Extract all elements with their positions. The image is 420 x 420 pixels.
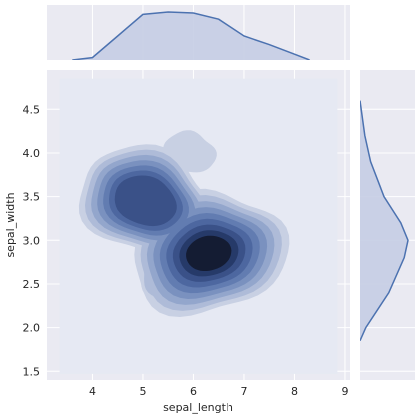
- watermark-text: https://blog.csdn.net/BTZywl: [226, 400, 413, 415]
- y-tick-label: 2.5: [23, 278, 41, 291]
- x-tick-label: 4: [89, 385, 96, 398]
- y-tick-label: 1.5: [23, 365, 41, 378]
- marginal-x-fill: [72, 12, 310, 60]
- y-axis-label: sepal_width: [4, 192, 17, 257]
- x-tick-label: 8: [291, 385, 298, 398]
- kde-level-9: [186, 235, 232, 271]
- y-tick-label: 3.5: [23, 191, 41, 204]
- y-tick-label: 4.5: [23, 103, 41, 116]
- x-tick-label: 7: [240, 385, 247, 398]
- x-tick-label: 5: [139, 385, 146, 398]
- kde-level-7: [114, 175, 177, 227]
- marginal-y-kde: [360, 100, 409, 342]
- x-axis-label: sepal_length: [163, 401, 233, 414]
- marginal-y-line: [360, 100, 409, 342]
- x-tick-label: 9: [341, 385, 348, 398]
- x-tick-label: 6: [190, 385, 197, 398]
- kde-contours: [78, 130, 290, 317]
- y-tick-label: 2.0: [23, 322, 41, 335]
- marginal-x-line: [72, 11, 310, 60]
- y-tick-label: 4.0: [23, 147, 41, 160]
- y-tick-labels: 1.5 2.0 2.5 3.0 3.5 4.0 4.5: [23, 103, 41, 378]
- marginal-x-kde: [72, 11, 310, 60]
- kde-level-1: [162, 130, 217, 173]
- marginal-y-fill: [360, 100, 408, 341]
- x-tick-labels: 4 5 6 7 8 9: [89, 385, 349, 398]
- y-tick-label: 3.0: [23, 234, 41, 247]
